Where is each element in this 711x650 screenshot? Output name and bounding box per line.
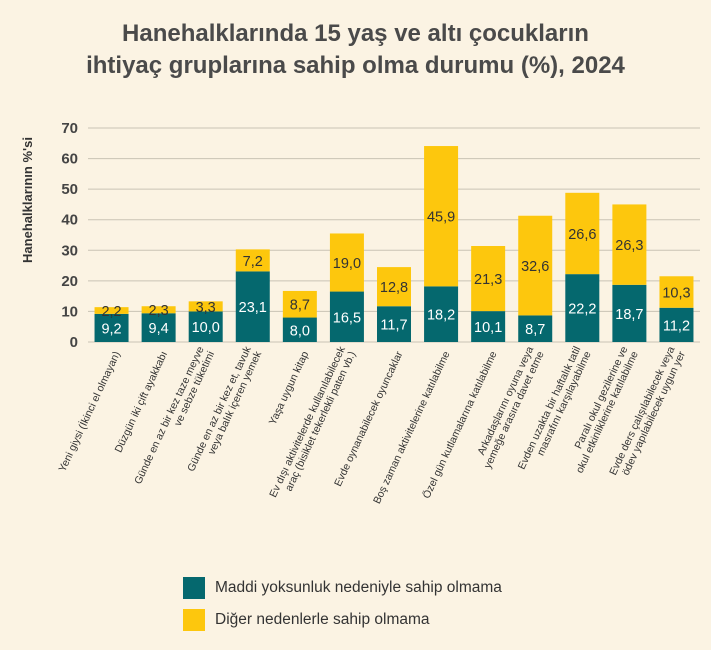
bar-segment-diger (188, 301, 223, 312)
data-label-diger: 45,9 (427, 210, 455, 226)
legend-item-diger: Diğer nedenlerle sahip olmama (183, 609, 430, 631)
data-label-diger: 3,3 (196, 300, 216, 316)
x-tick-label-text: Yeni giysi (İkinci el olmayan) (56, 349, 123, 474)
bar-segment-maddi (565, 274, 600, 342)
bar-segment-diger (94, 307, 129, 314)
legend-swatch-maddi (183, 577, 205, 599)
data-label-diger: 2,2 (101, 304, 121, 320)
data-label-maddi: 11,7 (380, 318, 407, 334)
y-tick-label: 70 (61, 120, 78, 137)
data-label-maddi: 16,5 (333, 310, 361, 326)
legend-label-maddi: Maddi yoksunluk nedeniyle sahip olmama (215, 579, 502, 596)
bar-segment-maddi (612, 284, 647, 342)
x-tick-label-line: Yeni giysi (İkinci el olmayan) (56, 349, 123, 474)
x-axis-ticks: Yeni giysi (İkinci el olmayan)Düzgün iki… (56, 344, 688, 506)
y-axis-ticks: 0 10 20 30 40 50 60 70 (61, 120, 78, 351)
data-label-diger: 7,2 (243, 254, 263, 270)
chart-title-line-1: Hanehalklarında 15 yaş ve altı çocukları… (122, 20, 589, 47)
bar-segment-maddi (377, 306, 411, 342)
data-label-maddi: 23,1 (239, 300, 267, 316)
data-label-diger: 2,3 (149, 303, 169, 319)
data-label-maddi: 8,0 (290, 323, 310, 339)
bar-segment-diger (612, 204, 647, 285)
legend-swatch-diger (183, 609, 205, 631)
y-axis-label: Hanehalklarının %'si (20, 137, 35, 263)
bar-segment-maddi (188, 311, 223, 342)
data-label-maddi: 9,4 (149, 321, 169, 337)
bar-segment-maddi (659, 307, 694, 342)
data-label-maddi: 18,7 (615, 307, 643, 323)
bar-segment-diger (141, 306, 176, 314)
chart-title: Hanehalklarında 15 yaş ve altı çocukları… (0, 18, 711, 82)
data-label-maddi: 10,0 (192, 320, 220, 336)
y-tick-label: 40 (61, 212, 78, 229)
data-label-maddi: 8,7 (525, 322, 545, 338)
data-label-maddi: 22,2 (568, 302, 596, 318)
bar-segment-diger (377, 267, 411, 307)
bars: 9,22,2 9,4 2,3 10,0 3,3 23,1 7,2 8,0 8,7 16,5 19,0… (94, 146, 694, 342)
bar-segment-maddi (282, 317, 317, 342)
bar-segment-diger (659, 276, 694, 308)
data-label-diger: 12,8 (380, 280, 408, 296)
data-label-maddi: 10,1 (474, 320, 502, 336)
data-label-diger: 26,3 (615, 238, 643, 254)
y-tick-label: 10 (61, 303, 78, 320)
bar-segment-diger (471, 246, 506, 312)
data-label-diger: 8,7 (290, 298, 310, 314)
bar-segment-maddi (235, 271, 270, 342)
x-tick-label: Yeni giysi (İkinci el olmayan) (56, 349, 123, 474)
data-label-diger: 26,6 (568, 227, 596, 243)
bar-segment-diger (424, 146, 459, 287)
bar-segment-maddi (518, 315, 553, 342)
data-label-maddi: 9,2 (101, 321, 121, 337)
y-tick-label: 50 (61, 181, 78, 198)
data-label-diger: 21,3 (474, 272, 502, 288)
data-label-maddi: 18,2 (427, 308, 455, 324)
bar-segment-maddi (141, 313, 176, 342)
bar-segment-maddi (424, 286, 459, 342)
bar-segment-maddi (471, 311, 506, 342)
data-label-maddi: 11,2 (663, 318, 690, 334)
legend-label-diger: Diğer nedenlerle sahip olmama (215, 611, 430, 628)
bar-segment-maddi (329, 291, 364, 342)
y-tick-label: 20 (61, 273, 78, 290)
legend-item-maddi: Maddi yoksunluk nedeniyle sahip olmama (183, 577, 502, 599)
y-tick-label: 60 (61, 151, 78, 168)
bar-segment-maddi (94, 313, 129, 342)
data-label-diger: 19,0 (333, 256, 361, 272)
data-label-diger: 32,6 (521, 259, 549, 275)
bar-segment-diger (329, 233, 364, 292)
bar-segment-diger (282, 290, 317, 318)
y-tick-label: 0 (70, 334, 78, 351)
bar-segment-diger (565, 192, 600, 275)
x-tick-label-text: Günde en az bir kez taze meyveve sebze t… (132, 344, 217, 491)
x-tick-label: Günde en az bir kez taze meyveve sebze t… (132, 344, 217, 491)
chart-title-line-2: ihtiyaç gruplarına sahip olma durumu (%)… (86, 52, 625, 79)
data-label-diger: 10,3 (662, 286, 690, 302)
bar-segment-diger (235, 249, 270, 272)
bar-segment-diger (518, 215, 553, 316)
y-tick-label: 30 (61, 242, 78, 259)
